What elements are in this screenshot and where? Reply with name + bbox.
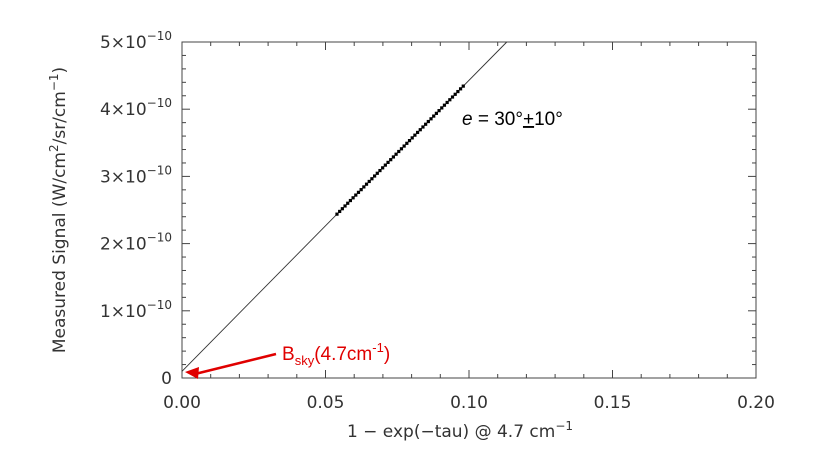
data-point bbox=[445, 100, 449, 105]
data-point bbox=[429, 117, 433, 121]
data-point bbox=[372, 174, 377, 178]
data-point bbox=[397, 149, 401, 154]
data-point bbox=[440, 106, 444, 110]
data-point bbox=[399, 147, 404, 151]
bsky-arrow-shaft bbox=[196, 352, 277, 375]
bsky-arrow-head bbox=[185, 367, 199, 379]
y-tick-exponent: −10 bbox=[147, 298, 172, 312]
data-point bbox=[413, 133, 417, 137]
data-point bbox=[410, 136, 414, 140]
x-tick-label: 0.00 bbox=[163, 393, 201, 413]
y-tick-exponent: −10 bbox=[147, 29, 172, 43]
data-point bbox=[348, 198, 353, 203]
axes: 0.00 0.05 0.10 0.15 0.2001×10−102×10−103×10−… bbox=[100, 29, 775, 413]
data-points bbox=[335, 84, 465, 216]
y-tick-mantissa: 0 bbox=[161, 369, 172, 389]
data-point bbox=[359, 188, 363, 192]
data-point bbox=[442, 103, 447, 107]
x-axis-title: 1 − exp(−tau) @ 4.7 cm−1 bbox=[347, 419, 573, 442]
data-point bbox=[381, 166, 385, 170]
data-point bbox=[458, 87, 463, 91]
x-tick-label: 0.20 bbox=[737, 393, 775, 413]
y-tick-exponent: −10 bbox=[147, 96, 172, 110]
plot-frame bbox=[181, 41, 757, 379]
y-tick-label: 0 bbox=[161, 369, 172, 389]
y-tick-label: 5×10−10 bbox=[100, 29, 172, 53]
data-point bbox=[338, 209, 342, 214]
data-point bbox=[432, 114, 436, 118]
y-tick-mantissa: 1×10 bbox=[100, 302, 147, 322]
data-point bbox=[453, 92, 457, 96]
data-point bbox=[346, 201, 350, 205]
data-point bbox=[356, 190, 361, 194]
data-point bbox=[343, 204, 347, 208]
data-point bbox=[418, 128, 422, 132]
angle-annotation: e = 30°+10° bbox=[462, 109, 563, 130]
bsky-arrow bbox=[185, 352, 277, 379]
data-point bbox=[407, 139, 412, 143]
data-point bbox=[389, 158, 393, 162]
data-point bbox=[340, 207, 344, 211]
y-tick-label: 2×10−10 bbox=[100, 231, 172, 255]
data-point bbox=[335, 212, 339, 216]
x-tick-label: 0.15 bbox=[594, 393, 632, 413]
y-tick-exponent: −10 bbox=[147, 163, 172, 177]
data-point bbox=[402, 144, 406, 148]
data-point bbox=[437, 109, 441, 113]
data-point bbox=[367, 179, 371, 184]
y-tick-label: 3×10−10 bbox=[100, 163, 172, 187]
bsky-annotation: Bsky(4.7cm-1) bbox=[282, 340, 390, 368]
y-axis-title: Measured Signal (W/cm2/sr/cm−1) bbox=[47, 67, 70, 353]
data-point bbox=[424, 122, 428, 126]
data-point bbox=[434, 111, 438, 115]
data-point bbox=[450, 95, 455, 99]
x-tick-label: 0.10 bbox=[450, 393, 488, 413]
data-point bbox=[391, 155, 396, 159]
data-point bbox=[362, 185, 366, 189]
y-tick-mantissa: 5×10 bbox=[100, 33, 147, 53]
x-tick-label: 0.05 bbox=[307, 393, 345, 413]
data-point bbox=[354, 193, 358, 197]
data-point bbox=[421, 125, 425, 129]
y-tick-label: 1×10−10 bbox=[100, 298, 172, 322]
data-point bbox=[386, 160, 390, 164]
data-point bbox=[415, 130, 420, 135]
data-point bbox=[461, 84, 465, 88]
y-tick-exponent: −10 bbox=[147, 231, 172, 245]
data-point bbox=[375, 171, 379, 175]
data-point bbox=[426, 119, 430, 124]
data-point bbox=[364, 182, 369, 186]
data-point bbox=[405, 141, 409, 145]
y-tick-mantissa: 3×10 bbox=[100, 167, 147, 187]
data-point bbox=[448, 98, 452, 102]
data-point bbox=[370, 177, 374, 181]
data-point bbox=[383, 163, 387, 167]
data-point bbox=[378, 168, 382, 173]
data-point bbox=[394, 152, 398, 156]
y-tick-mantissa: 2×10 bbox=[100, 235, 147, 255]
y-tick-mantissa: 4×10 bbox=[100, 100, 147, 120]
data-point bbox=[351, 196, 355, 200]
data-point bbox=[456, 89, 460, 94]
y-tick-label: 4×10−10 bbox=[100, 96, 172, 120]
